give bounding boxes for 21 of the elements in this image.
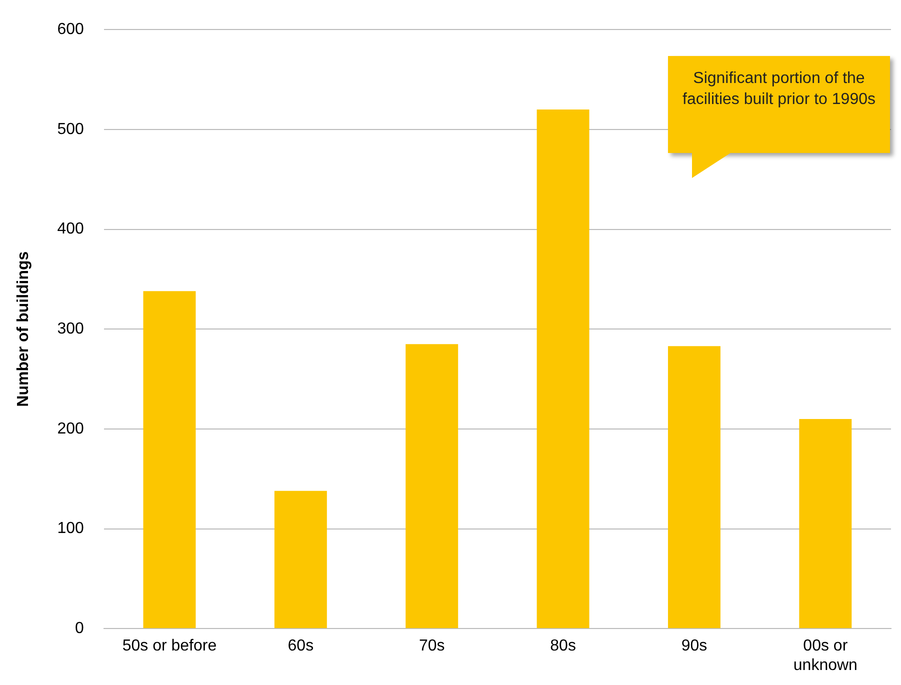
bar xyxy=(406,344,458,628)
bar xyxy=(668,346,720,628)
bar xyxy=(799,418,852,628)
y-tick-label: 200 xyxy=(57,420,84,438)
x-tick-label: 90s xyxy=(681,638,708,655)
x-tick-label: 60s xyxy=(288,638,314,655)
x-tick-label: 80s xyxy=(550,638,576,655)
annotation: Significant portion of the facilities built prior to 1990s xyxy=(682,69,876,110)
bar xyxy=(274,490,327,628)
y-tick-label: 300 xyxy=(57,320,84,338)
y-tick-label: 0 xyxy=(74,620,84,638)
bar xyxy=(143,291,196,628)
x-tick-label: 70s xyxy=(418,638,445,655)
y-tick-label: 400 xyxy=(57,220,84,238)
x-tick-label: 00s or unknown xyxy=(793,638,858,674)
y-tick-label: 100 xyxy=(57,520,84,538)
bar xyxy=(536,109,590,628)
y-axis-title: Number of buildings xyxy=(15,251,32,407)
y-tick-label: 600 xyxy=(57,21,84,38)
x-tick-label: 50s or before xyxy=(122,638,217,655)
y-tick-label: 500 xyxy=(57,120,84,138)
